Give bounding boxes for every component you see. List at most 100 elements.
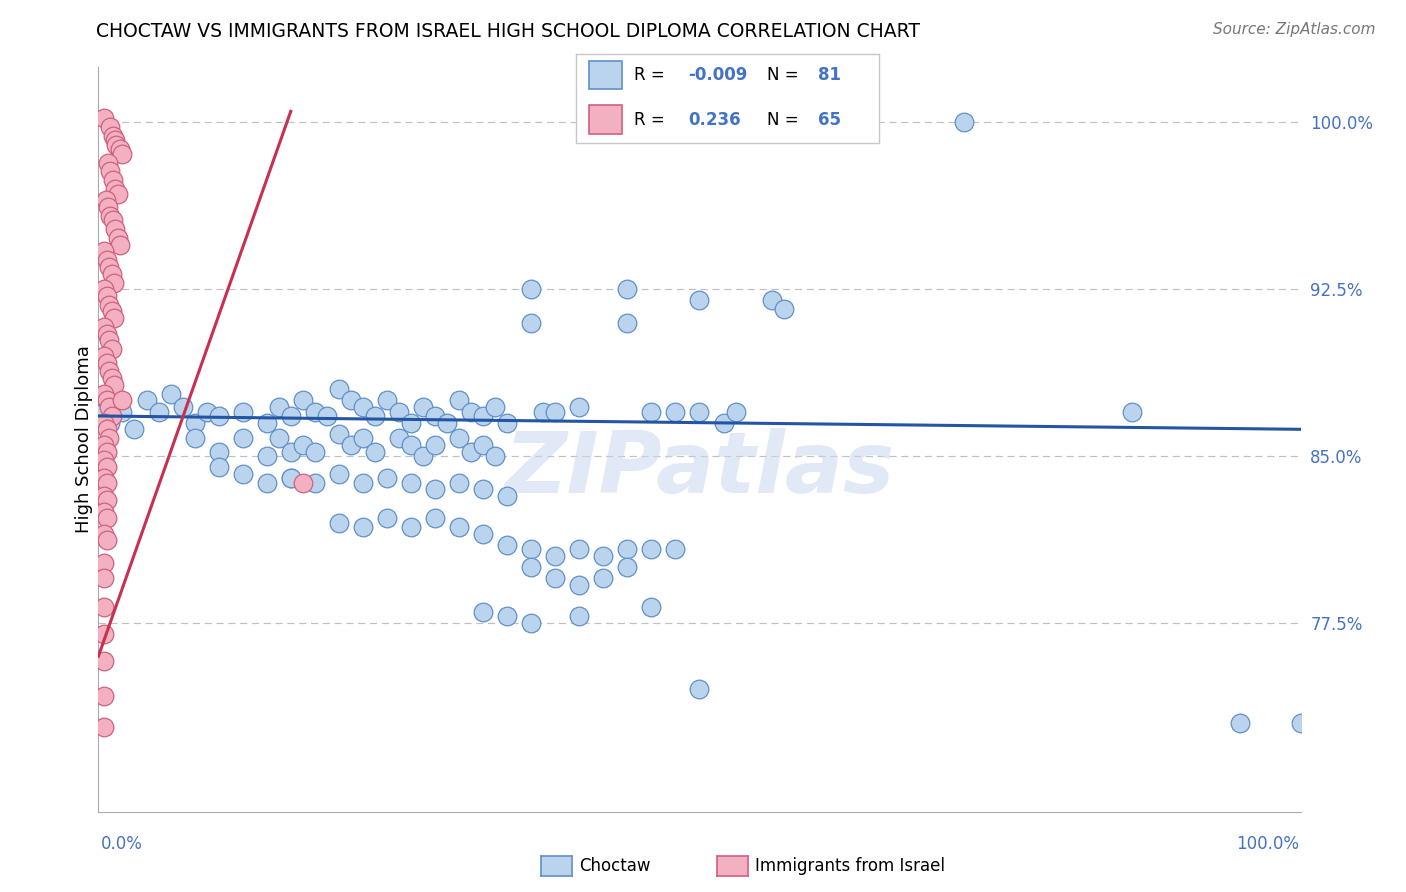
Point — [183, 431, 205, 445]
Point — [93, 282, 115, 296]
Point — [96, 326, 118, 341]
Point — [98, 334, 121, 348]
Point — [520, 282, 543, 296]
Point — [520, 615, 543, 630]
Point — [592, 571, 614, 585]
Point — [568, 400, 591, 414]
Point — [93, 438, 115, 452]
Point — [472, 483, 495, 497]
Point — [640, 600, 662, 615]
Point — [713, 416, 735, 430]
Point — [93, 526, 115, 541]
Point — [96, 393, 118, 408]
Point — [93, 416, 115, 430]
Point — [93, 404, 115, 418]
Text: 100.0%: 100.0% — [1236, 835, 1299, 853]
Point — [689, 682, 711, 697]
Point — [93, 600, 115, 615]
Point — [352, 475, 374, 490]
Point — [183, 416, 205, 430]
Text: 81: 81 — [818, 66, 841, 84]
Point — [111, 146, 134, 161]
Point — [256, 449, 278, 463]
Point — [256, 416, 278, 430]
Point — [664, 404, 686, 418]
Point — [93, 471, 115, 485]
Point — [399, 416, 422, 430]
Point — [93, 489, 115, 503]
Text: Immigrants from Israel: Immigrants from Israel — [755, 857, 945, 875]
Point — [100, 416, 122, 430]
Point — [496, 416, 519, 430]
Text: Source: ZipAtlas.com: Source: ZipAtlas.com — [1212, 22, 1375, 37]
Point — [195, 404, 218, 418]
Point — [423, 438, 446, 452]
Point — [232, 404, 254, 418]
Point — [364, 409, 387, 423]
Point — [96, 444, 118, 458]
Point — [96, 289, 118, 303]
Point — [460, 444, 482, 458]
Point — [328, 382, 350, 396]
Point — [100, 267, 122, 281]
FancyBboxPatch shape — [589, 105, 621, 134]
Point — [108, 237, 131, 252]
Point — [423, 483, 446, 497]
Point — [280, 444, 302, 458]
Point — [616, 542, 638, 557]
Point — [101, 173, 124, 187]
Point — [208, 460, 231, 475]
Point — [172, 400, 194, 414]
Text: 0.236: 0.236 — [689, 111, 741, 128]
Point — [96, 533, 118, 548]
Point — [568, 542, 591, 557]
Point — [340, 438, 363, 452]
Point — [93, 571, 115, 585]
Point — [291, 438, 314, 452]
Point — [447, 431, 470, 445]
FancyBboxPatch shape — [589, 61, 621, 89]
Point — [496, 538, 519, 552]
Point — [616, 282, 638, 296]
Point — [100, 371, 122, 385]
Point — [103, 276, 125, 290]
Text: R =: R = — [634, 66, 665, 84]
Point — [96, 493, 118, 508]
Point — [107, 186, 129, 201]
Point — [96, 475, 118, 490]
Point — [399, 438, 422, 452]
Point — [93, 386, 115, 401]
Point — [520, 316, 543, 330]
Point — [280, 409, 302, 423]
Point — [103, 311, 125, 326]
Point — [664, 542, 686, 557]
Point — [98, 364, 121, 378]
Y-axis label: High School Diploma: High School Diploma — [75, 345, 93, 533]
Point — [96, 422, 118, 436]
Point — [352, 400, 374, 414]
Point — [496, 609, 519, 624]
Point — [93, 505, 115, 519]
Point — [399, 475, 422, 490]
Point — [93, 689, 115, 703]
Point — [544, 404, 567, 418]
Point — [399, 520, 422, 534]
Point — [100, 209, 122, 223]
Text: 65: 65 — [818, 111, 841, 128]
Point — [304, 475, 326, 490]
Point — [97, 155, 120, 169]
Point — [93, 349, 115, 363]
Point — [208, 444, 231, 458]
Point — [568, 578, 591, 592]
Point — [124, 422, 146, 436]
Point — [772, 302, 794, 317]
Text: N =: N = — [766, 66, 799, 84]
Point — [101, 213, 124, 227]
Point — [94, 194, 117, 208]
Point — [616, 316, 638, 330]
Point — [689, 404, 711, 418]
Point — [93, 320, 115, 334]
Point — [1289, 715, 1312, 730]
Point — [111, 393, 134, 408]
Point — [100, 304, 122, 318]
